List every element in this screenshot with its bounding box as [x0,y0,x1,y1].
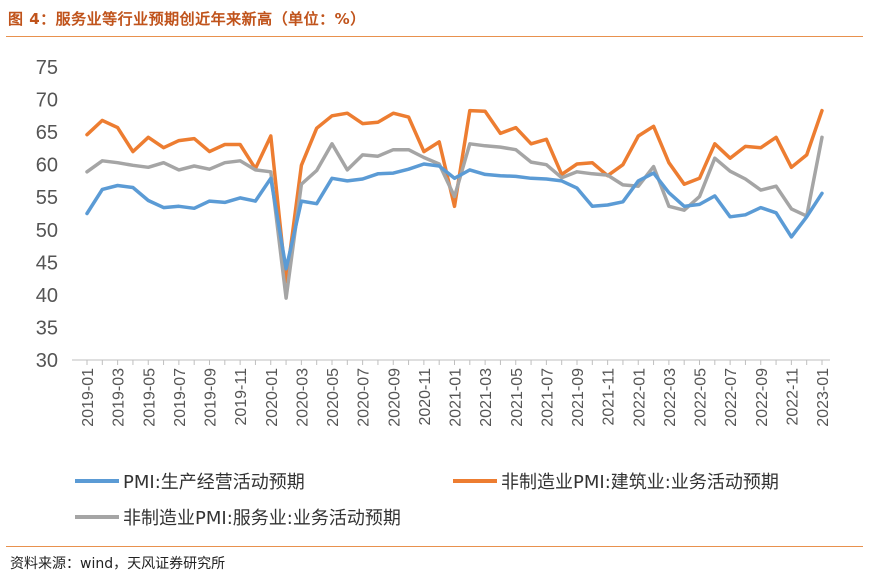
x-tick-label: 2022-09 [754,368,771,427]
y-tick-label: 65 [36,122,58,144]
legend-label-1: PMI:生产经营活动预期 [123,472,305,493]
y-tick-label: 70 [36,90,58,112]
x-tick-label: 2020-09 [386,368,403,427]
y-tick-label: 75 [36,57,58,79]
x-tick-label: 2019-09 [203,368,220,427]
x-tick-label: 2020-07 [356,368,373,427]
y-tick-label: 50 [36,220,58,242]
y-tick-label: 60 [36,155,58,177]
x-tick-label: 2020-05 [325,368,342,427]
y-tick-label: 35 [36,317,58,339]
x-tick-label: 2021-05 [509,368,526,427]
legend-label-3: 非制造业PMI:服务业:业务活动预期 [123,508,401,529]
y-tick-label: 30 [36,350,58,372]
bottom-divider [6,546,863,547]
x-tick-label: 2020-01 [264,368,281,427]
x-tick-label: 2021-07 [539,368,556,427]
legend-label-2: 非制造业PMI:建筑业:业务活动预期 [501,472,779,493]
x-tick-label: 2022-07 [723,368,740,427]
x-tick-label: 2022-11 [784,368,801,426]
x-tick-label: 2021-01 [448,368,465,427]
x-tick-label: 2021-11 [601,368,618,426]
x-tick-label: 2020-03 [294,368,311,427]
x-tick-label: 2021-09 [570,368,587,427]
top-divider [6,36,863,37]
y-tick-label: 45 [36,252,58,274]
y-tick-label: 40 [36,285,58,307]
legend: PMI:生产经营活动预期 非制造业PMI:建筑业:业务活动预期非制造业PMI:服务… [75,472,779,529]
x-tick-label: 2019-11 [233,368,250,426]
x-tick-label: 2022-01 [631,368,648,427]
series-line-2 [85,108,824,284]
x-tick-label: 2019-05 [141,368,158,427]
x-tick-label: 2021-03 [478,368,495,427]
series-line-1 [85,162,824,271]
x-tick-label: 2019-01 [80,368,97,427]
plot-area [85,108,824,300]
x-tick-label: 2022-05 [693,368,710,427]
y-tick-label: 55 [36,187,58,209]
x-tick-label: 2022-03 [662,368,679,427]
x-axis: 2019-01 2019-03 2019-05 2019-07 2019-09 2019-… [72,359,832,427]
x-tick-label: 2023-01 [815,368,832,427]
figure-title: 图 4：服务业等行业预期创近年来新高（单位：%） [8,10,366,28]
source-note: 资料来源：wind，天风证券研究所 [10,556,226,572]
x-tick-label: 2020-11 [417,368,434,426]
x-tick-label: 2019-07 [172,368,189,427]
y-axis: 30 35 40 45 50 55 60 65 70 75 [36,57,58,372]
x-tick-label: 2019-03 [111,368,128,427]
series-line-3 [85,135,824,300]
